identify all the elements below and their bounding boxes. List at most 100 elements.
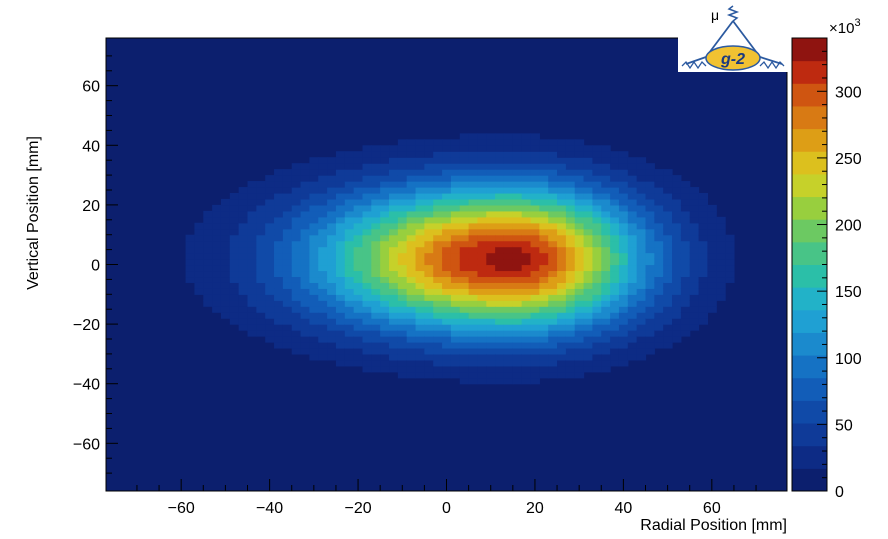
heatmap-cell xyxy=(247,204,257,212)
heatmap-cell xyxy=(512,341,523,349)
heatmap-cell xyxy=(415,222,425,230)
heatmap-cell xyxy=(530,294,540,301)
heatmap-cell xyxy=(450,187,461,194)
heatmap-cell xyxy=(406,324,417,331)
heatmap-cell xyxy=(300,198,311,206)
heatmap-cell xyxy=(512,204,523,212)
heatmap-cell xyxy=(380,288,390,295)
heatmap-cell xyxy=(424,300,434,307)
heatmap-cell xyxy=(503,294,514,301)
heatmap-cell xyxy=(185,234,196,242)
heatmap-cell xyxy=(610,353,620,361)
heatmap-cell xyxy=(442,347,452,355)
heatmap-cell xyxy=(672,210,682,218)
heatmap-cell xyxy=(433,145,443,152)
heatmap-cell xyxy=(265,246,275,254)
heatmap-cell xyxy=(574,222,585,230)
heatmap-cell xyxy=(565,163,576,170)
heatmap-cell xyxy=(274,240,284,248)
heatmap-cell xyxy=(335,169,346,176)
y-tick-label: −40 xyxy=(73,377,100,394)
heatmap-cell xyxy=(265,234,275,242)
heatmap-cell xyxy=(539,145,549,152)
heatmap-cell xyxy=(627,353,638,361)
heatmap-cell xyxy=(530,270,540,278)
heatmap-cell xyxy=(557,312,567,319)
heatmap-cell xyxy=(468,353,479,361)
heatmap-cell xyxy=(380,300,390,307)
heatmap-cell xyxy=(318,252,328,260)
heatmap-cell xyxy=(486,294,496,301)
heatmap-cell xyxy=(636,252,647,260)
heatmap-cell xyxy=(503,264,514,272)
heatmap-cell xyxy=(583,288,594,295)
heatmap-cell xyxy=(371,324,381,331)
heatmap-cell xyxy=(654,210,664,218)
heatmap-cell xyxy=(406,187,417,194)
heatmap-cell xyxy=(212,234,222,242)
heatmap-cell xyxy=(486,175,496,182)
heatmap-cell xyxy=(433,210,443,218)
heatmap-cell xyxy=(601,246,611,254)
heatmap-cell xyxy=(574,330,585,337)
heatmap-cell xyxy=(194,276,204,283)
heatmap-cell xyxy=(318,288,328,295)
heatmap-cell xyxy=(327,204,337,212)
heatmap-cell xyxy=(424,151,434,158)
heatmap-cell xyxy=(265,282,275,289)
heatmap-cell xyxy=(565,204,576,212)
heatmap-cell xyxy=(645,276,655,283)
heatmap-cell xyxy=(415,163,425,170)
heatmap-cell xyxy=(353,264,364,272)
heatmap-cell xyxy=(663,330,673,337)
heatmap-cell xyxy=(371,198,381,206)
heatmap-cell xyxy=(601,300,611,307)
heatmap-cell xyxy=(557,145,567,152)
heatmap-cell xyxy=(309,204,319,212)
heatmap-cell xyxy=(636,246,647,254)
heatmap-cell xyxy=(539,341,549,349)
heatmap-cell xyxy=(601,264,611,272)
heatmap-cell xyxy=(327,216,337,224)
heatmap-cell xyxy=(618,175,629,182)
heatmap-cell xyxy=(450,324,461,331)
heatmap-cell xyxy=(574,347,585,355)
heatmap-cell xyxy=(583,216,594,224)
heatmap-cell xyxy=(406,336,417,343)
heatmap-cell xyxy=(468,175,479,182)
heatmap-cell xyxy=(725,258,735,266)
logo-spring-right-icon xyxy=(759,60,785,70)
heatmap-cell xyxy=(725,246,735,254)
heatmap-cell xyxy=(406,276,417,283)
heatmap-cell xyxy=(486,163,496,170)
heatmap-cell xyxy=(468,240,479,248)
heatmap-cell xyxy=(557,318,567,325)
heatmap-cell xyxy=(442,252,452,260)
heatmap-cell xyxy=(663,234,673,242)
heatmap-cell xyxy=(247,306,257,313)
heatmap-cell xyxy=(468,145,479,152)
heatmap-cell xyxy=(397,204,408,212)
heatmap-cell xyxy=(627,210,638,218)
heatmap-cell xyxy=(574,312,585,319)
heatmap-cell xyxy=(680,216,691,224)
heatmap-cell xyxy=(362,169,372,176)
heatmap-cell xyxy=(627,252,638,260)
heatmap-cell xyxy=(265,288,275,295)
heatmap-cell xyxy=(459,288,470,295)
heatmap-cell xyxy=(477,139,487,146)
heatmap-cell xyxy=(654,276,664,283)
y-tick-label: −60 xyxy=(73,436,100,453)
heatmap-cell xyxy=(389,359,399,367)
heatmap-cell xyxy=(574,175,585,182)
heatmap-cell xyxy=(530,258,540,266)
heatmap-cell xyxy=(353,276,364,283)
y-tick-label: 40 xyxy=(82,138,100,155)
heatmap-cell xyxy=(335,252,346,260)
heatmap-cell xyxy=(601,234,611,242)
heatmap-cell xyxy=(353,288,364,295)
heatmap-cell xyxy=(318,198,328,206)
heatmap-cell xyxy=(530,318,540,325)
heatmap-cell xyxy=(716,234,726,242)
